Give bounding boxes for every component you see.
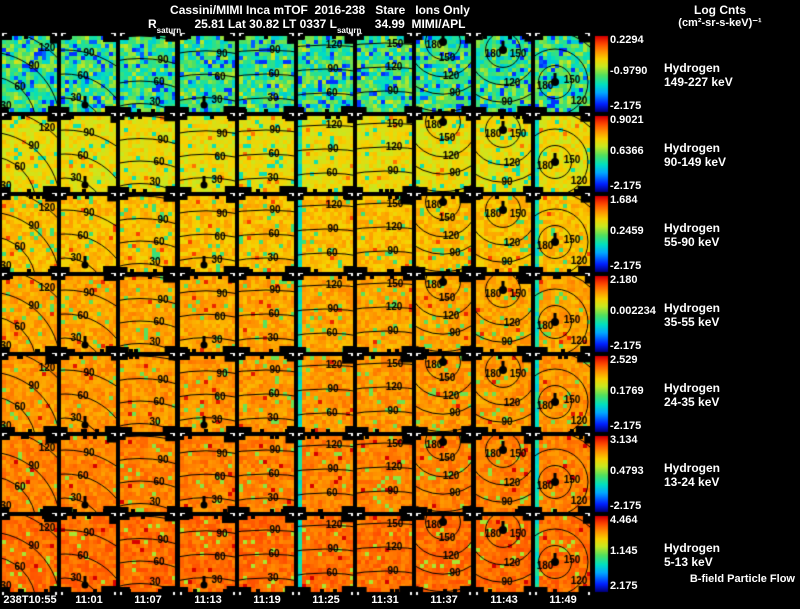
time-axis-label: 11:43 — [490, 594, 518, 606]
time-axis-label: 11:13 — [194, 594, 222, 606]
bfield-particle-flow-note: B-field Particle Flow — [689, 573, 795, 585]
channel-energy-label: 13-24 keV — [664, 475, 720, 489]
channel-species-label: Hydrogen — [664, 141, 721, 155]
time-axis-label: 11:01 — [75, 594, 103, 606]
colorbar-min-label: -2.175 — [610, 340, 642, 352]
colorbar-min-label: -2.175 — [610, 260, 642, 272]
colorbar-min-label: -2.175 — [610, 180, 642, 192]
colorbar-max-label: 0.2294 — [610, 34, 644, 46]
time-axis-label: 11:31 — [371, 594, 399, 606]
colorbar-min-label: -2.175 — [610, 420, 642, 432]
channel-energy-label: 55-90 keV — [664, 235, 720, 249]
colorbar-mid-label: 1.145 — [610, 545, 638, 557]
channel-energy-label: 35-55 keV — [664, 315, 720, 329]
r-label: R — [148, 17, 157, 31]
colorbar-max-label: 2.529 — [610, 354, 638, 366]
channel-energy-label: 24-35 keV — [664, 395, 720, 409]
channel-species-label: Hydrogen — [664, 461, 721, 475]
time-axis-label: 11:25 — [312, 594, 340, 606]
time-axis-label: 238T10:55 — [3, 594, 57, 606]
colorbar-mid-label: 0.6366 — [610, 145, 644, 157]
colorbar-mid-label: 0.2459 — [610, 225, 644, 237]
colorbar-max-label: 4.464 — [610, 514, 638, 526]
colorbar-units-line2: (cm²-sr-s-keV)⁻¹ — [678, 17, 762, 29]
time-axis-label: 11:19 — [253, 594, 281, 606]
time-axis-label: 11:07 — [134, 594, 162, 606]
channel-species-label: Hydrogen — [664, 541, 721, 555]
colorbar-min-label: -2.175 — [610, 100, 642, 112]
channel-species-label: Hydrogen — [664, 381, 721, 395]
colorbar-max-label: 1.684 — [610, 194, 638, 206]
channel-species-label: Hydrogen — [664, 221, 721, 235]
channel-energy-label: 149-227 keV — [664, 75, 733, 89]
page-title: Cassini/MIMI Inca mTOF 2016-238 Stare Io… — [170, 3, 470, 17]
colorbar-mid-label: 0.4793 — [610, 465, 644, 477]
colorbar-max-label: 3.134 — [610, 434, 638, 446]
r-subscript: saturn — [156, 26, 182, 35]
ephemeris-values: 25.81 Lat 30.82 LT 0337 L — [181, 17, 337, 31]
ephemeris-line: Rsaturn 25.81 Lat 30.82 LT 0337 Lsaturn … — [148, 17, 466, 35]
channel-energy-label: 5-13 keV — [664, 555, 713, 569]
l-value-and-credit: 34.99 MIMI/APL — [361, 17, 466, 31]
colorbar-max-label: 2.180 — [610, 274, 638, 286]
time-axis-label: 11:49 — [549, 594, 577, 606]
colorbar-mid-label: 0.002234 — [610, 305, 656, 317]
colorbar-mid-label: 0.1769 — [610, 385, 644, 397]
time-axis-label: 11:37 — [430, 594, 458, 606]
channel-energy-label: 90-149 keV — [664, 155, 727, 169]
channel-species-label: Hydrogen — [664, 301, 721, 315]
colorbar-min-label: -2.175 — [610, 500, 642, 512]
colorbar-units-line1: Log Cnts — [694, 3, 746, 17]
channel-species-label: Hydrogen — [664, 61, 721, 75]
colorbar-max-label: 0.9021 — [610, 114, 644, 126]
l-subscript: saturn — [336, 26, 362, 35]
colorbar-min-label: 2.175 — [610, 580, 638, 592]
colorbar-mid-label: -0.9790 — [610, 65, 648, 77]
